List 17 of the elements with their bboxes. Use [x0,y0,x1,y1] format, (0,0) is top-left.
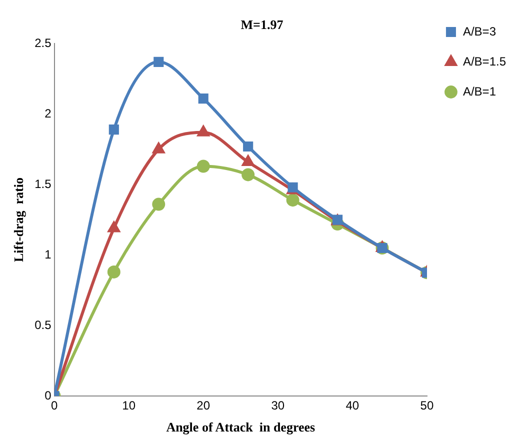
y-axis-title: Lift-drag ratio [11,178,26,262]
x-axis-title: Angle of Attack in degrees [166,420,316,435]
legend-label: A/B=3 [462,24,496,38]
x-tick-label: 20 [196,398,210,413]
legend-label: A/B=1.5 [462,54,506,68]
y-tick-label: 1 [44,247,52,262]
y-tick-label: 0 [44,388,52,402]
x-tick-label: 30 [271,398,285,413]
y-tick-label: 2.5 [34,36,52,50]
chart-title: M=1.97 [240,17,284,32]
y-tick-label: 2 [44,106,52,120]
x-tick-label: 10 [122,398,136,413]
y-tick-label: 1.5 [34,176,52,191]
x-tick-label: 40 [346,398,360,413]
legend-label: A/B=1 [462,84,496,98]
x-tick-label: 50 [420,398,434,413]
y-tick-label: 0.5 [34,318,52,332]
